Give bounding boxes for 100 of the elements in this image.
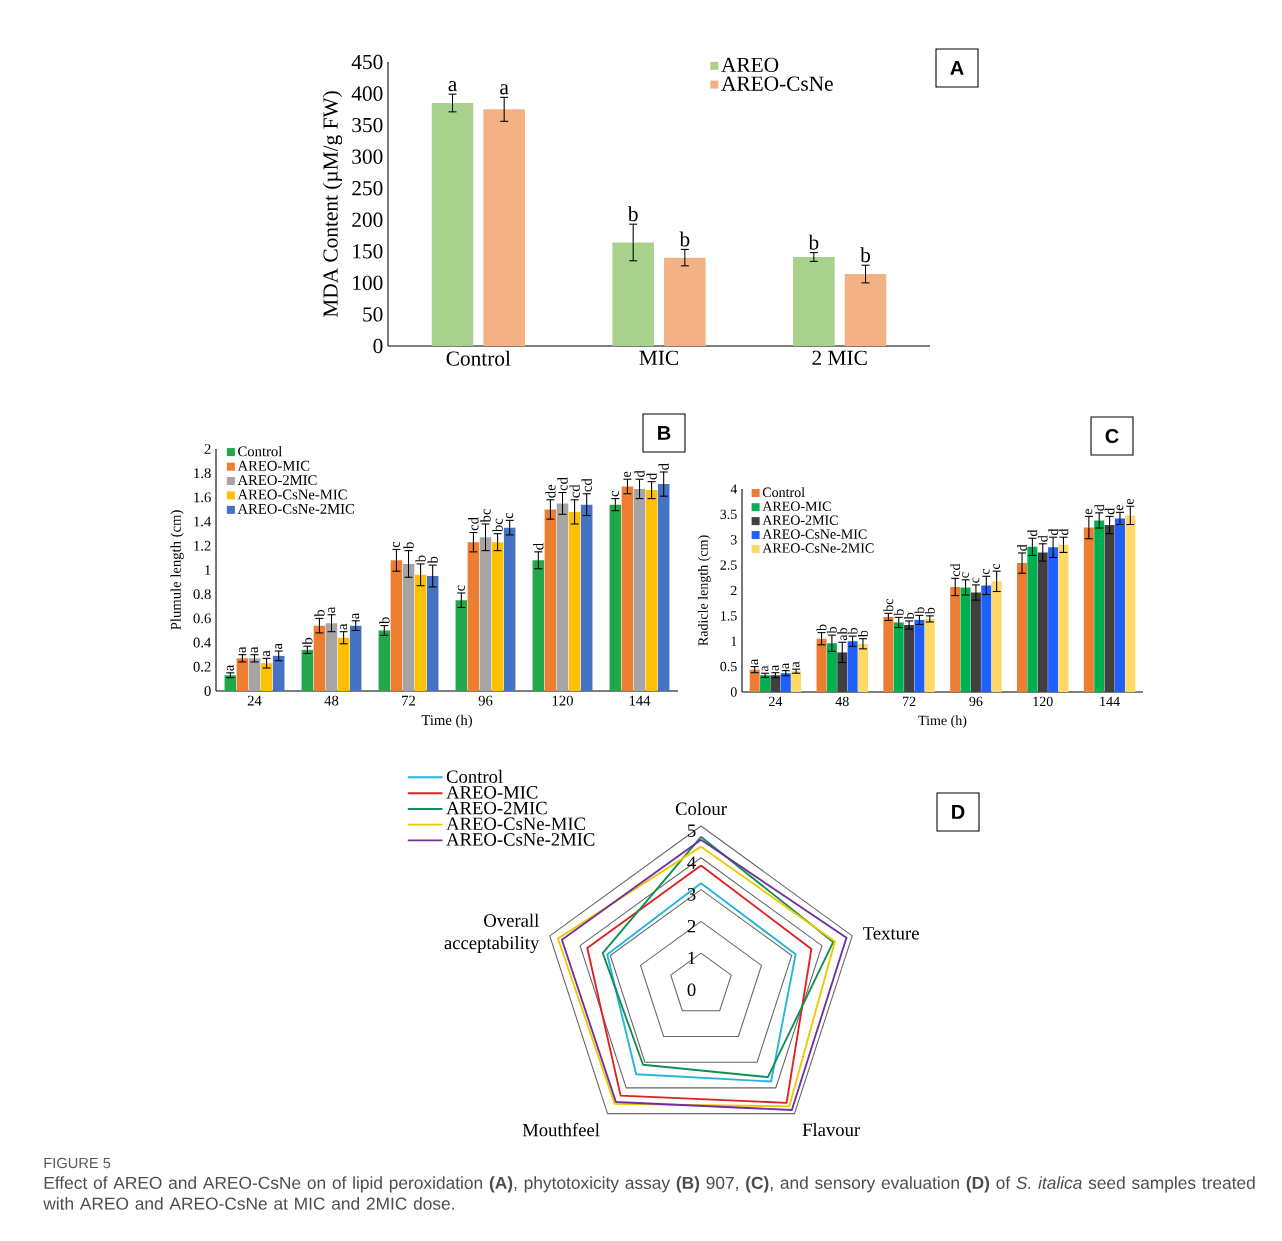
- data-label: c: [962, 572, 969, 578]
- bar: [633, 488, 646, 691]
- data-label: b: [415, 555, 426, 563]
- data-label: cd: [557, 477, 568, 491]
- data-label: a: [327, 606, 336, 613]
- bar: [924, 618, 935, 692]
- data-label: a: [772, 665, 779, 671]
- bar: [749, 669, 760, 692]
- data-label: d: [658, 463, 669, 470]
- bar: [793, 256, 835, 346]
- legend-label: AREO-CsNe-2MIC: [237, 503, 355, 514]
- text: D: [952, 805, 965, 819]
- data-label: a: [238, 646, 246, 653]
- bar: [1048, 547, 1059, 692]
- x-tick-label: 144: [629, 695, 651, 706]
- data-label: b: [403, 542, 414, 550]
- data-label: b: [379, 617, 390, 625]
- x-tick-label: 72: [402, 695, 416, 706]
- y-tick-label: 2: [730, 585, 737, 596]
- bar: [857, 643, 868, 692]
- x-tick-label: 96: [478, 695, 493, 706]
- y-tick-label: 0: [687, 983, 696, 997]
- bar: [664, 257, 706, 346]
- bar: [760, 675, 771, 692]
- y-tick-label: 1.8: [194, 468, 211, 479]
- data-label: b: [860, 247, 871, 263]
- y-tick-label: 2.5: [720, 560, 737, 570]
- data-label: b: [816, 624, 827, 632]
- bar: [224, 675, 237, 691]
- data-label: e: [623, 471, 631, 478]
- data-label: c: [611, 490, 619, 497]
- data-label: c: [506, 512, 514, 519]
- y-tick-label: 3: [687, 888, 696, 901]
- y-tick-label: 0.4: [193, 637, 212, 648]
- bar: [532, 560, 545, 691]
- y-tick-label: 0.6: [193, 613, 211, 624]
- y-tick-label: 2: [204, 444, 211, 454]
- bar: [556, 503, 569, 691]
- bar: [645, 490, 658, 691]
- bar: [816, 638, 827, 692]
- bar: [791, 671, 802, 692]
- x-axis-title: Time (h): [918, 715, 967, 728]
- bar: [770, 675, 781, 692]
- data-label: a: [792, 661, 800, 668]
- bar: [378, 630, 391, 691]
- y-tick-label: 1.4: [194, 516, 212, 527]
- data-label: a: [226, 664, 234, 671]
- bar: [612, 242, 654, 346]
- y-tick-label: 400: [351, 86, 383, 101]
- data-label: b: [627, 206, 638, 222]
- y-tick-label: 3: [730, 535, 737, 545]
- bar: [431, 103, 474, 346]
- spoke-label: Overall acceptability: [444, 913, 540, 954]
- legend-label: AREO-CsNe-2MIC: [446, 833, 595, 846]
- legend-label: AREO-MIC: [762, 501, 831, 511]
- bar: [991, 581, 1002, 692]
- bar: [402, 563, 415, 691]
- data-label: cd: [468, 517, 479, 531]
- bar: [960, 587, 971, 692]
- bar: [467, 542, 480, 691]
- legend-label: Control: [446, 769, 503, 783]
- data-label: cd: [950, 563, 961, 577]
- bar: [914, 619, 925, 692]
- bar: [780, 673, 791, 692]
- y-tick-label: 3.5: [720, 509, 737, 520]
- y-tick-label: 0: [204, 686, 211, 696]
- bar: [981, 585, 992, 692]
- bar: [904, 625, 915, 692]
- y-tick-label: 50: [363, 307, 383, 322]
- y-tick-label: 0: [730, 687, 737, 697]
- y-tick-label: 0: [373, 338, 383, 354]
- y-tick-label: 350: [352, 117, 383, 133]
- bar: [970, 592, 981, 692]
- bar: [1114, 518, 1125, 692]
- bar: [568, 511, 581, 691]
- data-label: bc: [480, 509, 491, 523]
- data-label: ab: [837, 627, 848, 641]
- data-label: d: [1094, 504, 1105, 511]
- spoke-label: Colour: [675, 801, 727, 816]
- bar: [1083, 527, 1094, 692]
- data-label: a: [250, 646, 259, 653]
- bar: [349, 625, 362, 691]
- data-label: e: [1126, 498, 1134, 505]
- data-label: cd: [569, 484, 580, 498]
- data-label: c: [972, 577, 980, 583]
- x-tick-label: 48: [835, 696, 849, 707]
- bar: [1017, 563, 1028, 692]
- y-tick-label: 250: [352, 181, 383, 196]
- y-tick-label: 1: [205, 565, 211, 575]
- data-label: a: [751, 658, 759, 665]
- y-tick-label: 5: [687, 824, 696, 837]
- data-label: d: [634, 470, 645, 478]
- data-label: a: [340, 623, 348, 630]
- spoke-label: Texture: [863, 927, 919, 940]
- x-tick-label: Control: [446, 350, 511, 366]
- bar: [313, 625, 326, 691]
- data-label: c: [982, 568, 990, 575]
- bar: [236, 658, 249, 691]
- text: Effect of AREO and AREO-CsNe on of lipid peroxidation (A), phytotoxicity assay (B) 907, (C), and sensory evaluation (D) of S. italica seed samples treated with AREO and AREO-CsNe at MIC and 2MIC dose.: [43, 1176, 1255, 1210]
- x-axis-title: Time (h): [421, 714, 472, 729]
